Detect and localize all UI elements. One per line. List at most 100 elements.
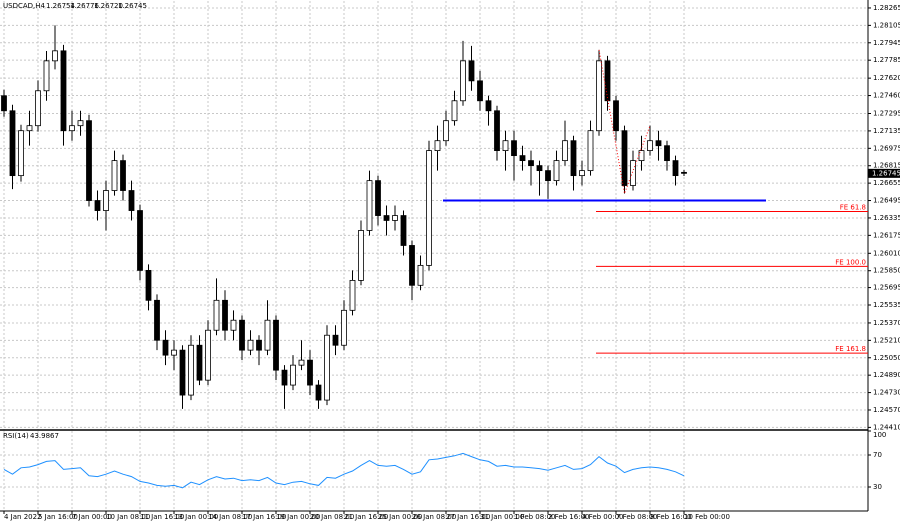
candle-body <box>264 319 271 351</box>
y-tick-label: 1.24570 <box>873 406 900 414</box>
candle-body <box>528 160 534 167</box>
candle-body <box>196 344 203 381</box>
y-tick-label: 1.26975 <box>873 144 900 152</box>
candle-body <box>460 60 466 102</box>
x-tick-label: 7 Jan 00:00 <box>72 513 112 521</box>
fibo-anchor-line <box>598 49 651 196</box>
candle-body <box>171 349 177 356</box>
candle-body <box>69 125 75 132</box>
candle-body <box>562 140 568 162</box>
candle-body <box>103 190 109 211</box>
y-tick-label: 1.25535 <box>873 301 900 309</box>
candle-body <box>94 200 101 211</box>
rsi-value: 43.9867 <box>30 432 59 440</box>
header-value: 1.26776 <box>70 2 99 10</box>
header-value: 1.26720 <box>94 2 123 10</box>
candle-body <box>545 170 551 182</box>
y-tick-label: 1.26175 <box>873 231 900 239</box>
candle-body <box>162 339 169 356</box>
candle-body <box>60 50 67 132</box>
candle-body <box>188 344 194 396</box>
candle-body <box>324 334 330 401</box>
candle-body <box>613 100 619 132</box>
candle-body <box>596 60 602 132</box>
rsi-tick-label: 100 <box>873 431 886 439</box>
candle-body <box>494 110 500 152</box>
candle-body <box>400 215 407 246</box>
x-tick-label: 21 Jan 16:00 <box>344 513 388 521</box>
y-tick-label: 1.25210 <box>873 336 900 344</box>
candle-body <box>621 130 628 186</box>
y-tick-label: 1.24890 <box>873 371 900 379</box>
candle-body <box>477 80 483 102</box>
y-tick-label: 1.25695 <box>873 284 900 292</box>
header-value: 1.26745 <box>118 2 147 10</box>
candle-body <box>511 140 517 157</box>
candle-body <box>417 264 424 286</box>
candle-body <box>26 125 33 132</box>
price-tag <box>868 168 900 178</box>
rsi-tick-label: 70 <box>873 451 882 459</box>
x-tick-label: 11 Jan 16:00 <box>140 513 184 521</box>
candle-body <box>443 120 449 142</box>
candle-body <box>647 140 653 152</box>
y-tick-label: 1.27295 <box>873 109 900 117</box>
candle-body <box>205 329 211 381</box>
x-tick-label: 13 Jan 00:00 <box>174 513 218 521</box>
candle-body <box>570 140 577 177</box>
candle-body <box>349 279 356 311</box>
candle-body <box>434 140 441 152</box>
y-tick-label: 1.27785 <box>873 56 900 64</box>
candle-body <box>86 120 92 201</box>
candle-body <box>179 349 186 396</box>
x-tick-label: 25 Jan 00:00 <box>378 513 422 521</box>
y-tick-label: 1.26495 <box>873 197 900 205</box>
candle-body <box>154 299 160 341</box>
candle-body <box>128 190 135 211</box>
candle-body <box>52 50 58 62</box>
candle-body <box>664 145 670 162</box>
candle-body <box>579 170 585 177</box>
candle-body <box>213 299 220 331</box>
candle-body <box>332 334 339 346</box>
y-tick-label: 1.26655 <box>873 179 900 187</box>
x-tick-label: 17 Jan 16:00 <box>242 513 286 521</box>
fibo-label: FE 61.8 <box>840 204 866 212</box>
candle-body <box>273 319 279 371</box>
x-tick-label: 10 Jan 08:00 <box>106 513 150 521</box>
candle-body <box>35 90 41 127</box>
y-tick-label: 1.26335 <box>873 214 900 222</box>
candle-body <box>604 60 611 102</box>
candle-body <box>672 160 679 177</box>
candle-body <box>519 155 526 162</box>
y-tick-label: 1.25850 <box>873 267 900 275</box>
candle-body <box>1 95 7 112</box>
candle-body <box>366 180 373 231</box>
y-tick-label: 1.24410 <box>873 423 900 431</box>
candle-body <box>281 369 288 386</box>
y-tick-label: 1.28265 <box>873 4 900 12</box>
rsi-name: RSI(14) <box>3 432 29 440</box>
candle-body <box>298 359 305 366</box>
x-tick-label: 1 Feb 08:00 <box>514 513 555 521</box>
candle-body <box>247 339 254 351</box>
x-tick-label: 4 Feb 00:00 <box>582 513 623 521</box>
candle-body <box>655 140 662 147</box>
candle-body <box>307 359 313 386</box>
price-tag-label: 1.26745 <box>872 169 900 177</box>
fibo-label: FE 100.0 <box>835 258 866 266</box>
x-tick-label: 26 Jan 08:00 <box>412 513 456 521</box>
candle-body <box>485 100 492 112</box>
x-tick-label: 14 Jan 08:00 <box>208 513 252 521</box>
candle-body <box>239 319 245 351</box>
x-tick-label: 8 Feb 16:00 <box>650 513 691 521</box>
x-tick-label: 2 Feb 16:00 <box>548 513 589 521</box>
x-tick-label: 7 Feb 08:00 <box>616 513 657 521</box>
candle-body <box>120 160 126 191</box>
y-tick-label: 1.25370 <box>873 319 900 327</box>
candle-body <box>145 269 152 301</box>
candle-body <box>553 160 560 182</box>
header-value: 1.26754 <box>46 2 75 10</box>
